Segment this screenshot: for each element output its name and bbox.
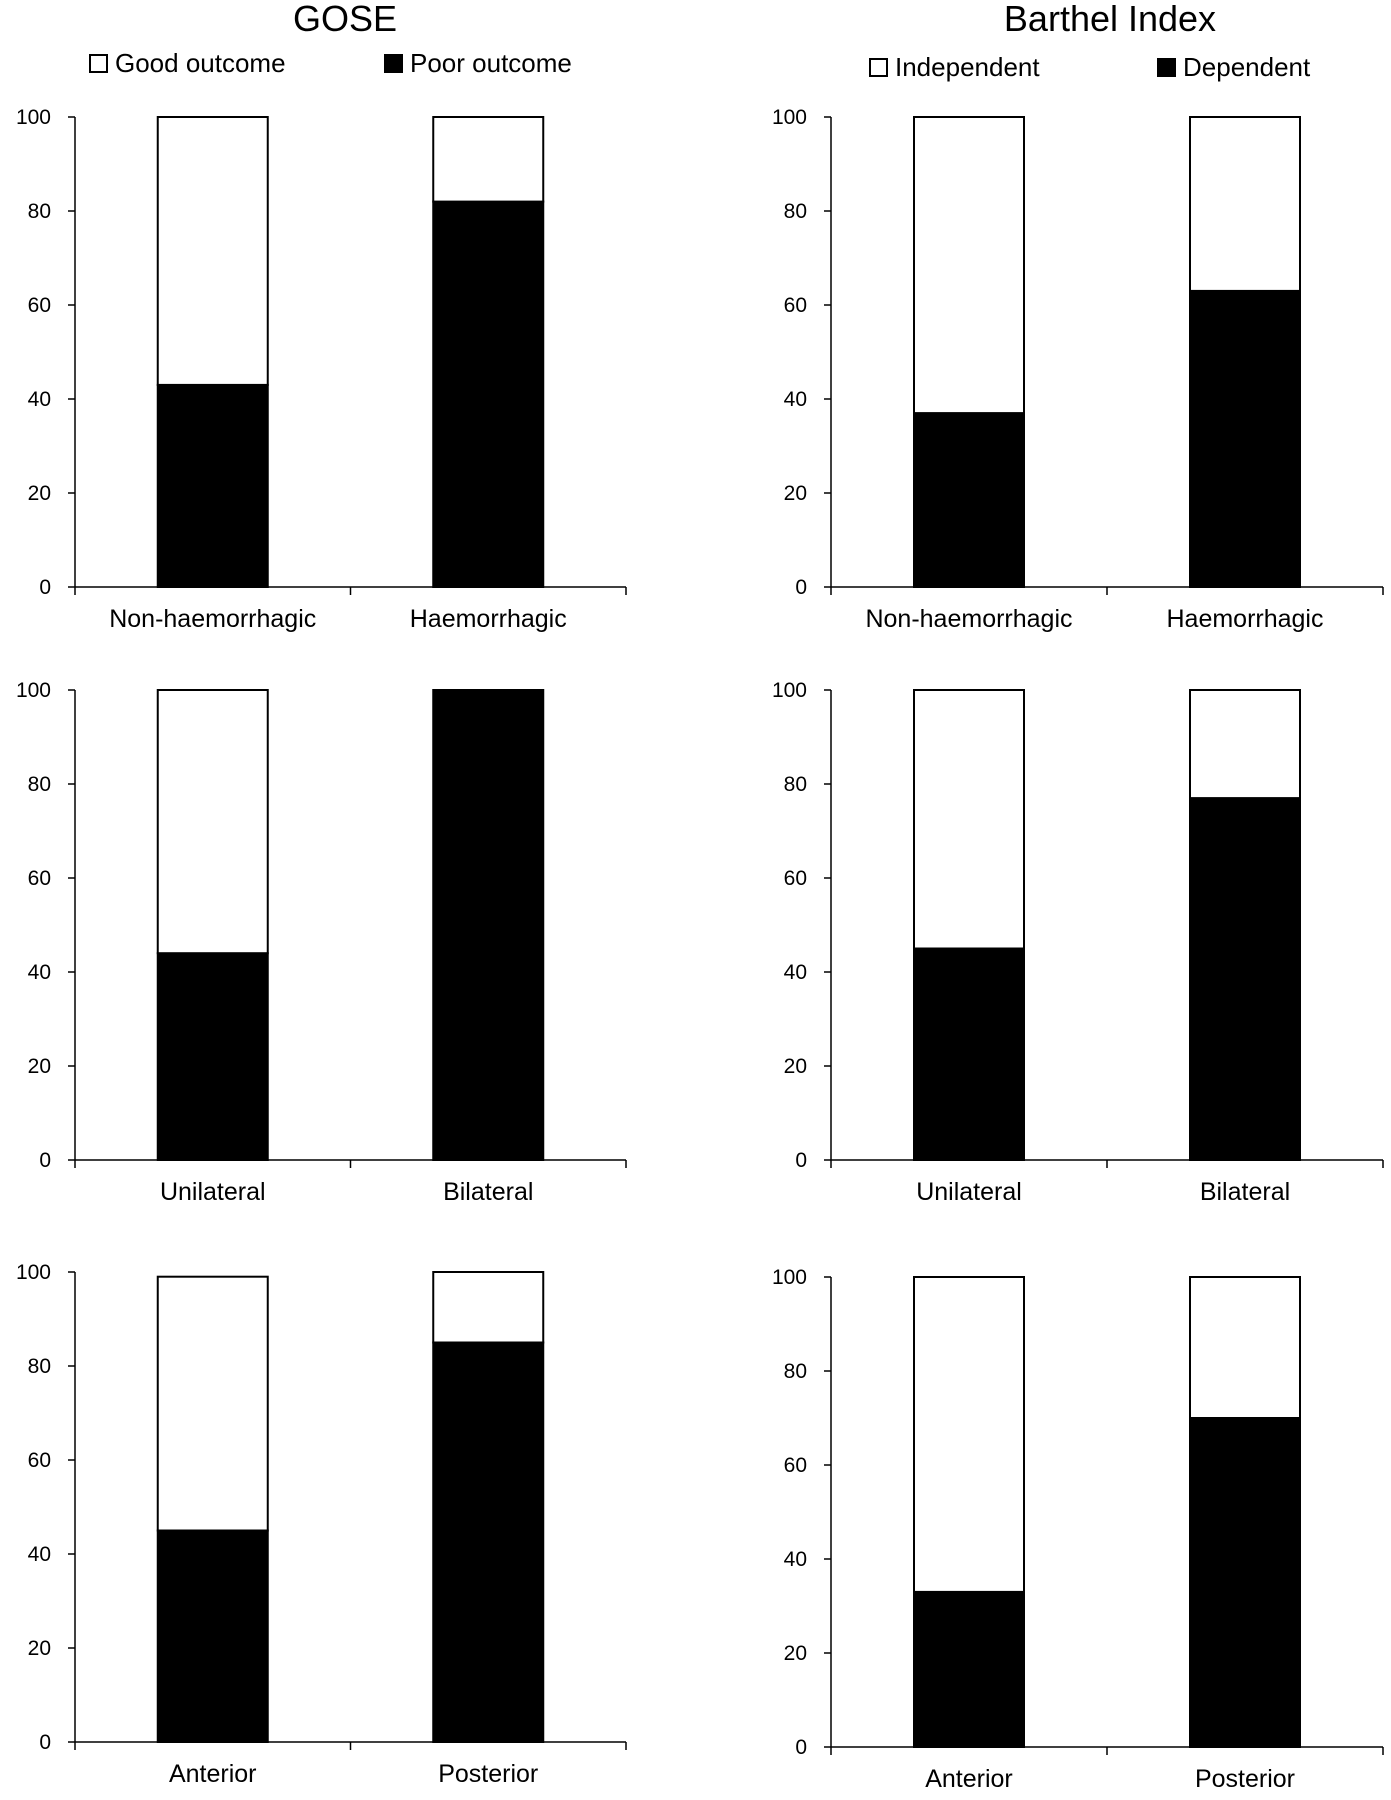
legend-good-outcome: Good outcome — [89, 48, 286, 79]
x-category-label: Haemorrhagic — [1166, 605, 1323, 633]
x-category-label: Anterior — [925, 1765, 1013, 1793]
y-tick-label: 80 — [784, 200, 807, 223]
y-tick-label: 40 — [784, 1548, 807, 1571]
y-tick-label: 20 — [784, 1055, 807, 1078]
legend-label: Good outcome — [115, 48, 286, 78]
x-category-label: Bilateral — [443, 1178, 533, 1206]
barthel-index-title: Barthel Index — [1003, 0, 1217, 39]
y-tick-label: 100 — [772, 1266, 807, 1289]
x-category-label: Posterior — [1195, 1765, 1295, 1793]
y-tick-label: 40 — [28, 388, 51, 411]
y-tick-label: 0 — [39, 1731, 51, 1754]
y-tick-label: 60 — [784, 867, 807, 890]
bar-segment-light — [1189, 689, 1301, 800]
bar-segment-dark — [432, 1341, 545, 1743]
bar-segment-dark — [156, 1529, 269, 1743]
y-tick-label: 0 — [39, 1149, 51, 1172]
y-tick-label: 60 — [28, 867, 51, 890]
y-tick-label: 100 — [16, 106, 51, 129]
bar-segment-light — [156, 689, 269, 955]
y-tick-label: 20 — [28, 1637, 51, 1660]
gose-title: GOSE — [292, 0, 398, 39]
y-tick-label: 80 — [28, 1355, 51, 1378]
bar-segment-dark — [913, 947, 1025, 1161]
legend-dependent: Dependent — [1157, 52, 1310, 83]
y-tick-label: 20 — [784, 1642, 807, 1665]
legend-label: Independent — [895, 52, 1040, 82]
legend-poor-outcome: Poor outcome — [384, 48, 572, 79]
y-tick-label: 40 — [28, 1543, 51, 1566]
x-category-label: Bilateral — [1200, 1178, 1290, 1206]
y-tick-label: 40 — [784, 388, 807, 411]
bar-segment-light — [913, 1276, 1025, 1593]
x-category-label: Unilateral — [160, 1178, 266, 1206]
bar-segment-dark — [1189, 1417, 1301, 1748]
y-tick-label: 0 — [795, 1736, 807, 1759]
y-tick-label: 20 — [784, 482, 807, 505]
y-tick-label: 80 — [28, 773, 51, 796]
bar-segment-light — [1189, 1276, 1301, 1419]
y-tick-label: 80 — [28, 200, 51, 223]
bar-segment-dark — [1189, 289, 1301, 588]
y-tick-label: 0 — [39, 576, 51, 599]
y-tick-label: 60 — [784, 1454, 807, 1477]
x-category-label: Anterior — [169, 1760, 257, 1788]
legend-independent: Independent — [869, 52, 1040, 83]
y-tick-label: 0 — [795, 1149, 807, 1172]
y-tick-label: 60 — [784, 294, 807, 317]
y-tick-label: 60 — [28, 1449, 51, 1472]
y-tick-label: 0 — [795, 576, 807, 599]
y-tick-label: 80 — [784, 773, 807, 796]
y-tick-label: 100 — [16, 1261, 51, 1284]
bar-segment-dark — [156, 383, 269, 588]
y-tick-label: 100 — [16, 679, 51, 702]
legend-swatch-black — [1157, 58, 1176, 77]
bar-segment-dark — [913, 1590, 1025, 1749]
y-tick-label: 100 — [772, 679, 807, 702]
legend-swatch-white — [89, 54, 108, 73]
y-tick-label: 20 — [28, 1055, 51, 1078]
x-category-label: Non-haemorrhagic — [865, 605, 1072, 633]
y-tick-label: 100 — [772, 106, 807, 129]
bar-segment-light — [156, 1275, 269, 1532]
y-tick-label: 60 — [28, 294, 51, 317]
bar-segment-light — [1189, 116, 1301, 292]
legend-label: Dependent — [1183, 52, 1311, 82]
bar-segment-dark — [432, 689, 545, 1161]
legend-swatch-black — [384, 54, 403, 73]
bar-segment-light — [913, 689, 1025, 950]
bar-segment-light — [913, 116, 1025, 415]
x-category-label: Posterior — [438, 1760, 538, 1788]
y-tick-label: 80 — [784, 1360, 807, 1383]
legend-label: Poor outcome — [410, 48, 572, 78]
legend-swatch-white — [869, 58, 888, 77]
bar-segment-light — [432, 1271, 545, 1344]
y-tick-label: 40 — [28, 961, 51, 984]
bar-segment-light — [156, 116, 269, 386]
x-category-label: Haemorrhagic — [410, 605, 567, 633]
y-tick-label: 20 — [28, 482, 51, 505]
bar-segment-dark — [156, 952, 269, 1162]
bar-segment-dark — [432, 200, 545, 588]
bar-segment-light — [432, 116, 545, 203]
x-category-label: Non-haemorrhagic — [109, 605, 316, 633]
x-category-label: Unilateral — [916, 1178, 1022, 1206]
bar-segment-dark — [1189, 797, 1301, 1161]
bar-segment-dark — [913, 412, 1025, 588]
y-tick-label: 40 — [784, 961, 807, 984]
